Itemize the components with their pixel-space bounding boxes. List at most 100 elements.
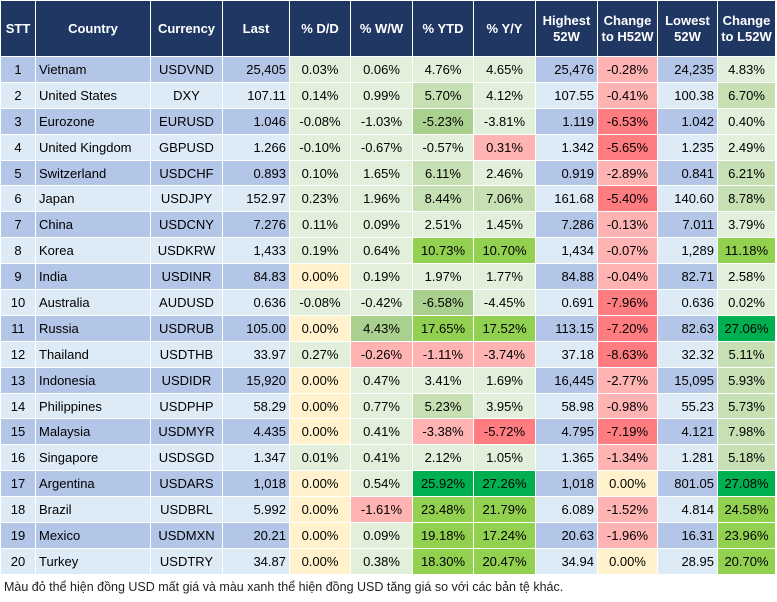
table-row: 19 Mexico USDMXN 20.21 0.00% 0.09% 19.18% 17.24… (0, 522, 776, 549)
cell-stt: 19 (0, 522, 36, 549)
cell-chg-l52w: 2.58% (717, 263, 776, 291)
cell-ytd: 3.41% (412, 366, 474, 394)
cell-yy: -5.72% (473, 418, 536, 446)
cell-dd: 0.00% (289, 418, 351, 446)
cell-ytd: 4.76% (412, 56, 474, 83)
cell-country: Argentina (35, 470, 151, 498)
cell-last: 4.435 (222, 418, 290, 446)
cell-country: Thailand (35, 340, 151, 368)
table-row: 10 Australia AUDUSD 0.636 -0.08% -0.42% -6.58%… (0, 289, 776, 316)
cell-low52w: 28.95 (657, 547, 718, 575)
cell-chg-h52w: -1.34% (597, 444, 658, 472)
table-row: 15 Malaysia USDMYR 4.435 0.00% 0.41% -3.38% -5.… (0, 418, 776, 446)
header-last: Last (222, 0, 290, 57)
cell-currency: EURUSD (150, 107, 223, 135)
table-row: 20 Turkey USDTRY 34.87 0.00% 0.38% 18.30% 20.47… (0, 547, 776, 575)
cell-ww: 0.06% (350, 56, 413, 83)
cell-chg-l52w: 27.08% (717, 470, 776, 498)
table-row: 3 Eurozone EURUSD 1.046 -0.08% -1.03% -5.23% -3… (0, 107, 776, 135)
cell-low52w: 15,095 (657, 366, 718, 394)
cell-country: United States (35, 81, 151, 109)
cell-chg-h52w: -2.77% (597, 366, 658, 394)
cell-currency: USDCNY (150, 211, 223, 239)
table-row: 7 China USDCNY 7.276 0.11% 0.09% 2.51% 1.45% 7.2… (0, 211, 776, 239)
cell-country: China (35, 211, 151, 239)
cell-low52w: 4.814 (657, 496, 718, 524)
cell-currency: USDSGD (150, 444, 223, 472)
cell-currency: USDPHP (150, 392, 223, 420)
cell-dd: 0.00% (289, 496, 351, 524)
cell-chg-h52w: -0.07% (597, 237, 658, 265)
header-ww: % W/W (350, 0, 413, 57)
cell-stt: 13 (0, 366, 36, 394)
table-row: 4 United Kingdom GBPUSD 1.266 -0.10% -0.67% -0… (0, 133, 776, 161)
cell-ytd: 2.51% (412, 211, 474, 239)
cell-low52w: 82.71 (657, 263, 718, 291)
cell-ytd: 10.73% (412, 237, 474, 265)
cell-yy: 10.70% (473, 237, 536, 265)
cell-ytd: 23.48% (412, 496, 474, 524)
cell-last: 20.21 (222, 522, 290, 549)
table-row: 8 Korea USDKRW 1,433 0.19% 0.64% 10.73% 10.70% 1… (0, 237, 776, 265)
cell-currency: USDARS (150, 470, 223, 498)
cell-chg-h52w: -0.28% (597, 56, 658, 83)
cell-dd: 0.27% (289, 340, 351, 368)
cell-chg-l52w: 20.70% (717, 547, 776, 575)
header-currency: Currency (150, 0, 223, 57)
cell-high52w: 16,445 (535, 366, 598, 394)
cell-country: Malaysia (35, 418, 151, 446)
cell-ytd: 2.12% (412, 444, 474, 472)
cell-ytd: -5.23% (412, 107, 474, 135)
cell-low52w: 16.31 (657, 522, 718, 549)
cell-currency: USDVND (150, 56, 223, 83)
cell-yy: -3.74% (473, 340, 536, 368)
cell-stt: 3 (0, 107, 36, 135)
cell-stt: 6 (0, 185, 36, 213)
cell-chg-h52w: -8.63% (597, 340, 658, 368)
cell-ww: 0.54% (350, 470, 413, 498)
cell-low52w: 0.841 (657, 159, 718, 187)
cell-country: Russia (35, 314, 151, 342)
currency-table: STT Country Currency Last% D/D% W/W% YTD% Y… (0, 0, 776, 575)
cell-high52w: 0.691 (535, 289, 598, 316)
cell-chg-l52w: 5.11% (717, 340, 776, 368)
cell-country: Indonesia (35, 366, 151, 394)
table-row: 6 Japan USDJPY 152.97 0.23% 1.96% 8.44% 7.06% 16… (0, 185, 776, 213)
cell-ww: 0.09% (350, 522, 413, 549)
cell-country: United Kingdom (35, 133, 151, 161)
cell-currency: DXY (150, 81, 223, 109)
cell-currency: USDJPY (150, 185, 223, 213)
cell-ytd: 5.70% (412, 81, 474, 109)
cell-ww: 0.09% (350, 211, 413, 239)
cell-ww: 0.41% (350, 444, 413, 472)
cell-chg-h52w: -2.89% (597, 159, 658, 187)
header-country: Country (35, 0, 151, 57)
cell-ww: 0.41% (350, 418, 413, 446)
cell-country: Philippines (35, 392, 151, 420)
cell-ytd: 1.97% (412, 263, 474, 291)
cell-ww: -0.67% (350, 133, 413, 161)
cell-last: 84.83 (222, 263, 290, 291)
cell-high52w: 161.68 (535, 185, 598, 213)
cell-ww: 4.43% (350, 314, 413, 342)
cell-country: Mexico (35, 522, 151, 549)
cell-yy: 2.46% (473, 159, 536, 187)
cell-last: 33.97 (222, 340, 290, 368)
cell-ytd: -0.57% (412, 133, 474, 161)
cell-stt: 1 (0, 56, 36, 83)
cell-stt: 9 (0, 263, 36, 291)
cell-country: Brazil (35, 496, 151, 524)
cell-chg-l52w: 11.18% (717, 237, 776, 265)
cell-low52w: 4.121 (657, 418, 718, 446)
cell-stt: 8 (0, 237, 36, 265)
header-ytd: % YTD (412, 0, 474, 57)
cell-last: 1.046 (222, 107, 290, 135)
cell-ww: -1.61% (350, 496, 413, 524)
cell-high52w: 4.795 (535, 418, 598, 446)
cell-ww: 0.38% (350, 547, 413, 575)
cell-dd: 0.10% (289, 159, 351, 187)
cell-chg-h52w: -1.52% (597, 496, 658, 524)
cell-dd: 0.23% (289, 185, 351, 213)
cell-currency: USDIDR (150, 366, 223, 394)
cell-ytd: 25.92% (412, 470, 474, 498)
